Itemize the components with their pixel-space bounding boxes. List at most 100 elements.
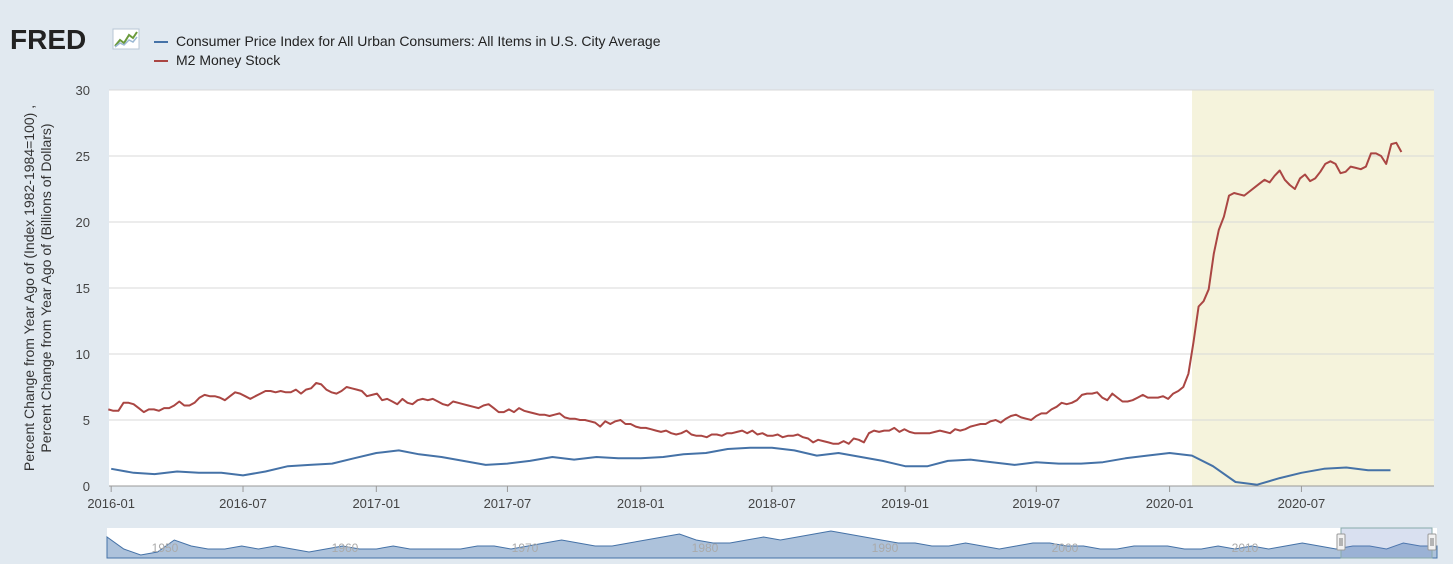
navigator-tick-label-1990: 1990 [872, 541, 899, 555]
data-point-m2-180 [1020, 416, 1022, 418]
navigator-left-handle[interactable] [1336, 533, 1346, 551]
data-point-m2-181 [1025, 418, 1027, 420]
data-point-m2-121 [721, 435, 723, 437]
data-point-cpi-52 [1256, 484, 1258, 486]
data-point-m2-156 [898, 431, 900, 433]
data-point-m2-29 [254, 395, 256, 397]
data-point-m2-35 [285, 391, 287, 393]
data-point-cpi-49 [1191, 454, 1193, 456]
data-point-m2-163 [934, 431, 936, 433]
data-point-m2-85 [538, 414, 540, 416]
data-point-cpi-4 [198, 472, 200, 474]
data-point-m2-88 [553, 414, 555, 416]
data-point-m2-129 [761, 432, 763, 434]
data-point-m2-106 [645, 427, 647, 429]
data-point-m2-33 [274, 391, 276, 393]
navigator-right-handle[interactable] [1427, 533, 1437, 551]
data-point-m2-44 [330, 391, 332, 393]
data-point-m2-22 [219, 396, 221, 398]
data-point-cpi-38 [947, 460, 949, 462]
data-point-m2-189 [1066, 403, 1068, 405]
legend-item-m2[interactable]: M2 Money Stock [154, 51, 661, 70]
data-point-m2-158 [908, 431, 910, 433]
data-point-m2-192 [1081, 394, 1083, 396]
data-point-m2-214 [1192, 341, 1194, 343]
data-point-m2-175 [995, 419, 997, 421]
data-point-m2-73 [477, 407, 479, 409]
data-point-m2-191 [1076, 399, 1078, 401]
data-point-m2-224 [1243, 194, 1245, 196]
data-point-m2-177 [1005, 418, 1007, 420]
data-point-m2-105 [640, 427, 642, 429]
data-point-m2-239 [1319, 171, 1321, 173]
data-point-m2-237 [1309, 180, 1311, 182]
data-point-m2-197 [1106, 399, 1108, 401]
data-point-m2-153 [883, 429, 885, 431]
data-point-m2-116 [695, 435, 697, 437]
data-point-m2-221 [1228, 194, 1230, 196]
data-point-m2-173 [984, 423, 986, 425]
data-point-m2-12 [168, 407, 170, 409]
data-point-m2-244 [1344, 171, 1346, 173]
data-point-cpi-43 [1058, 462, 1060, 464]
data-point-m2-80 [513, 411, 515, 413]
data-point-cpi-0 [110, 468, 112, 470]
data-point-m2-139 [812, 441, 814, 443]
data-point-m2-216 [1202, 300, 1204, 302]
data-point-m2-62 [422, 398, 424, 400]
data-point-cpi-26 [682, 453, 684, 455]
data-point-m2-16 [188, 404, 190, 406]
data-point-m2-96 [594, 421, 596, 423]
data-point-m2-137 [802, 436, 804, 438]
data-point-cpi-35 [882, 460, 884, 462]
data-point-cpi-6 [242, 474, 244, 476]
fred-logo[interactable]: FRED [10, 24, 86, 56]
data-point-m2-213 [1187, 373, 1189, 375]
data-point-m2-157 [903, 428, 905, 430]
data-point-m2-150 [868, 432, 870, 434]
data-point-m2-162 [929, 432, 931, 434]
data-point-m2-225 [1248, 190, 1250, 192]
data-point-m2-115 [690, 433, 692, 435]
data-point-m2-66 [442, 403, 444, 405]
data-point-m2-46 [340, 390, 342, 392]
data-point-m2-56 [391, 400, 393, 402]
data-point-cpi-27 [705, 452, 707, 454]
legend-label-m2: M2 Money Stock [176, 52, 281, 68]
data-point-cpi-20 [551, 456, 553, 458]
data-point-m2-138 [807, 437, 809, 439]
navigator-background [107, 528, 1437, 558]
data-point-m2-238 [1314, 177, 1316, 179]
data-point-m2-57 [396, 403, 398, 405]
data-point-m2-227 [1258, 183, 1260, 185]
data-point-cpi-29 [749, 447, 751, 449]
data-point-m2-252 [1385, 163, 1387, 165]
data-point-m2-184 [1040, 412, 1042, 414]
data-point-m2-199 [1116, 396, 1118, 398]
data-point-m2-49 [356, 388, 358, 390]
data-point-cpi-54 [1300, 472, 1302, 474]
data-point-m2-23 [224, 399, 226, 401]
legend-item-cpi[interactable]: Consumer Price Index for All Urban Consu… [154, 32, 661, 51]
series-line-cpi [111, 446, 1391, 486]
data-point-m2-103 [629, 423, 631, 425]
data-point-m2-193 [1086, 392, 1088, 394]
data-point-m2-133 [782, 436, 784, 438]
data-point-m2-217 [1208, 288, 1210, 290]
data-point-m2-72 [472, 406, 474, 408]
data-point-m2-179 [1015, 414, 1017, 416]
data-point-m2-188 [1060, 402, 1062, 404]
data-point-cpi-32 [816, 454, 818, 456]
data-point-m2-124 [736, 431, 738, 433]
data-point-m2-254 [1395, 142, 1397, 144]
data-point-m2-155 [893, 427, 895, 429]
data-point-m2-201 [1126, 400, 1128, 402]
series-line-m2 [108, 141, 1403, 445]
data-point-m2-18 [198, 396, 200, 398]
y-tick-label-25: 25 [76, 149, 90, 164]
y-tick-label-10: 10 [76, 347, 90, 362]
data-point-m2-128 [756, 433, 758, 435]
data-point-m2-54 [381, 399, 383, 401]
data-point-m2-190 [1071, 402, 1073, 404]
